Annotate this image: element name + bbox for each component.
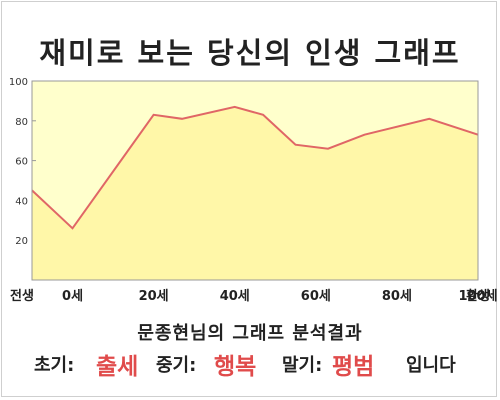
x-tick-label: 0세	[62, 289, 83, 304]
plot-border	[31, 80, 479, 281]
y-tick-label: 40	[15, 196, 28, 207]
x-tick-label: 80세	[382, 289, 412, 304]
middle-period-label: 중기:	[156, 355, 197, 376]
y-tick-label: 60	[15, 157, 28, 168]
late-period-value: 평범	[332, 354, 375, 380]
analysis-result-line: 초기: 출세 중기: 행복 말기: 평범 입니다	[0, 345, 500, 385]
x-tick-label: 60세	[301, 289, 331, 304]
chart-title: 재미로 보는 당신의 인생 그래프	[39, 36, 461, 70]
x-tick-label: 100세	[458, 289, 497, 304]
late-period-label: 말기:	[282, 355, 323, 376]
life-area-fill	[32, 106, 478, 281]
life-line-series	[31, 105, 479, 230]
y-tick-label: 20	[15, 236, 28, 247]
x-tick-label: 20세	[139, 289, 169, 304]
result-suffix: 입니다	[406, 355, 456, 376]
x-tick-label: 40세	[220, 289, 250, 304]
x-tick-label: 전생	[10, 288, 34, 304]
early-period-label: 초기:	[34, 355, 75, 376]
analysis-result-title: 문종현님의 그래프 분석결과	[137, 323, 363, 344]
middle-period-value: 행복	[214, 354, 257, 380]
early-period-value: 출세	[96, 354, 139, 380]
y-tick-label: 100	[9, 77, 28, 88]
x-tick-label: 환생	[466, 288, 490, 304]
y-tick-label: 80	[15, 117, 28, 128]
